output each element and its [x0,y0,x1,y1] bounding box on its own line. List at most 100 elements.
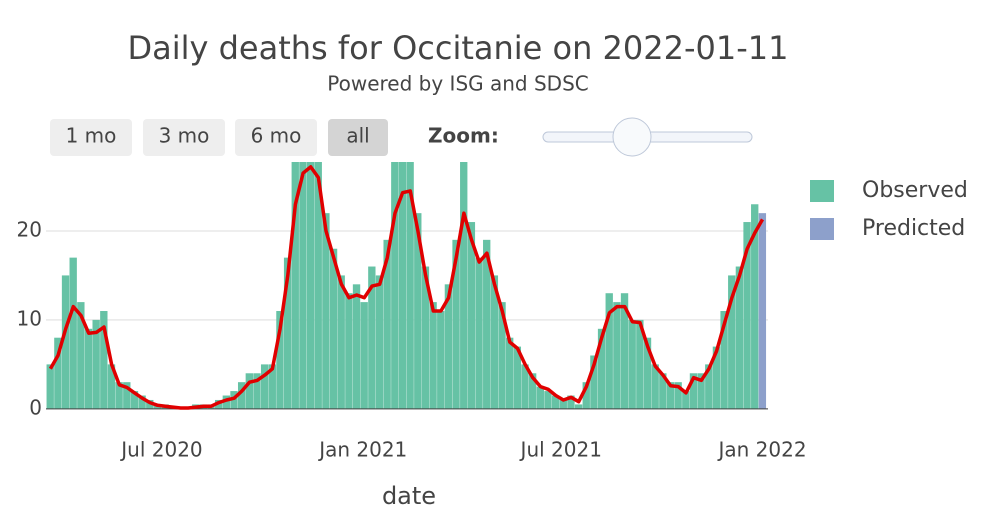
button-bg[interactable] [235,119,317,156]
bar [54,337,62,409]
bar [506,337,514,409]
button-label[interactable]: 1 mo [66,124,117,148]
bar [743,222,751,409]
bar [146,399,154,409]
bar [437,311,445,409]
bar [100,311,108,409]
bar [659,373,667,409]
bar [460,162,468,409]
legend-label: Observed [862,178,968,203]
bar [107,364,116,409]
bar [414,213,422,409]
bar [138,395,146,409]
bar [452,239,460,409]
bar [253,373,261,409]
bar [751,204,759,409]
bar [597,328,606,409]
bar [398,162,407,409]
bar [444,284,453,409]
bar [123,382,131,409]
bar [666,382,675,409]
x-tick-label: Jul 2021 [519,438,602,462]
bar [61,275,70,409]
bar [329,248,338,409]
y-tick-label: 0 [29,395,42,419]
plot-area [46,162,768,410]
bar [682,391,690,409]
bar [276,311,284,409]
button-label[interactable]: 3 mo [159,124,210,148]
bar [391,162,399,409]
bar [222,395,231,409]
bar [628,319,636,409]
chart-title: Daily deaths for Occitanie on 2022-01-11 [127,29,788,67]
bar [421,266,430,409]
button-bg[interactable] [50,119,132,156]
bar [651,364,659,409]
legend-swatch [810,180,834,202]
bar [582,382,590,409]
bar [84,328,93,409]
bar [299,162,307,409]
bar [705,364,713,409]
legend-label: Predicted [862,216,965,241]
bar [130,391,139,409]
bar [605,293,613,409]
bar [697,373,705,409]
bar [674,382,682,409]
bar [536,386,544,409]
bar [712,346,721,409]
bar [521,364,529,409]
x-axis-title: date [382,482,436,510]
bar [237,382,246,409]
chart-subtitle: Powered by ISG and SDSC [327,72,588,96]
bar [490,275,499,409]
slider-knob[interactable] [612,117,652,157]
bar [574,404,583,409]
legend-swatch [810,218,834,240]
bar [467,222,476,409]
x-tick-label: Jan 2022 [716,438,806,462]
bar [46,364,54,409]
bar [283,257,292,409]
bar [69,257,77,409]
bar [758,213,767,409]
bar [643,337,652,409]
bar [590,355,598,409]
bar [567,395,575,409]
bar [559,399,567,409]
bar [314,162,322,409]
bar [383,239,391,409]
bar [544,391,552,409]
bar [498,302,506,409]
bar [260,364,269,409]
bar [636,319,644,409]
bar [345,293,353,409]
zoom-label: Zoom: [428,124,499,148]
bar [115,382,123,409]
bar [268,364,276,409]
range-buttons: 1 mo 3 mo 6 mo all [50,119,388,156]
bar [728,275,736,409]
bar [483,239,491,409]
bar [92,319,100,409]
button-label[interactable]: 6 mo [251,124,302,148]
bar [620,293,629,409]
button-bg[interactable] [143,119,225,156]
bar [528,373,537,409]
bar [613,302,621,409]
bar [375,275,384,409]
bar [720,311,728,409]
bar [337,275,345,409]
bar [689,373,698,409]
bar [306,162,315,409]
bar [77,302,85,409]
y-tick-label: 20 [17,217,42,241]
button-bg[interactable] [328,119,388,156]
bar [352,284,361,409]
button-label[interactable]: all [346,124,369,148]
y-tick-label: 10 [17,306,42,330]
bar [291,162,299,409]
x-tick-label: Jan 2021 [317,438,407,462]
